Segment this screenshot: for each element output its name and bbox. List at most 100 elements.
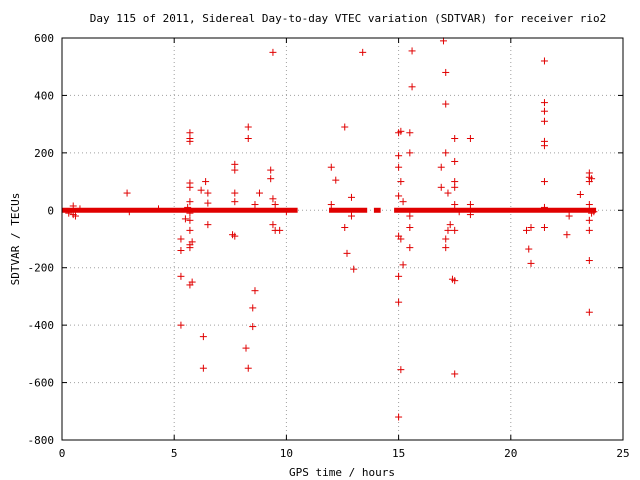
data-point <box>327 163 335 171</box>
data-point <box>442 68 450 76</box>
data-point <box>177 272 185 280</box>
data-point <box>565 212 573 220</box>
data-point <box>540 107 548 115</box>
y-axis-label: SDTVAR / TECUs <box>9 193 22 286</box>
data-point <box>255 189 263 197</box>
data-point <box>204 221 212 229</box>
x-tick-label: 5 <box>171 447 178 460</box>
y-tick-label: 0 <box>47 204 54 217</box>
data-point <box>271 201 279 209</box>
data-point <box>332 176 340 184</box>
data-point <box>231 198 239 206</box>
data-point <box>444 189 452 197</box>
data-point <box>451 183 459 191</box>
data-point <box>267 166 275 174</box>
data-point <box>71 212 79 220</box>
data-point <box>466 135 474 142</box>
x-tick-label: 15 <box>392 447 405 460</box>
data-point <box>406 212 414 220</box>
data-point <box>186 137 194 145</box>
data-point <box>397 235 405 243</box>
data-point <box>204 199 212 207</box>
data-point <box>442 149 450 157</box>
data-point <box>343 249 351 257</box>
data-point <box>466 201 474 209</box>
data-point <box>186 183 194 191</box>
data-point <box>397 366 405 374</box>
data-point <box>397 127 405 135</box>
data-point <box>125 208 133 216</box>
data-point <box>350 265 358 273</box>
data-point <box>576 190 584 198</box>
data-point <box>244 135 252 142</box>
data-point <box>585 308 593 316</box>
data-point <box>267 175 275 183</box>
data-point <box>439 37 447 45</box>
data-point <box>525 245 533 253</box>
data-point <box>540 142 548 150</box>
data-point <box>540 203 548 211</box>
data-point <box>399 261 407 269</box>
data-point <box>527 224 535 232</box>
data-point <box>540 99 548 107</box>
x-tick-label: 0 <box>59 447 66 460</box>
data-point <box>540 117 548 125</box>
data-point <box>585 257 593 265</box>
data-point <box>359 48 367 56</box>
data-point <box>408 47 416 55</box>
data-point <box>244 364 252 372</box>
data-point <box>249 304 257 312</box>
data-point <box>251 201 259 209</box>
data-point <box>231 189 239 197</box>
data-point <box>395 163 403 171</box>
data-point <box>540 178 548 186</box>
data-point <box>399 198 407 206</box>
data-point <box>184 203 192 211</box>
data-point <box>181 215 189 223</box>
data-point <box>451 370 459 378</box>
data-point <box>347 212 355 220</box>
y-tick-label: 200 <box>34 147 54 160</box>
data-point <box>444 226 452 234</box>
data-point <box>540 57 548 65</box>
data-point <box>177 321 185 329</box>
data-point <box>585 216 593 224</box>
y-tick-label: 400 <box>34 89 54 102</box>
data-point <box>244 123 252 131</box>
data-point <box>406 224 414 232</box>
data-point <box>395 298 403 306</box>
data-point <box>186 216 194 224</box>
data-point <box>276 226 284 234</box>
data-point <box>269 195 277 203</box>
data-point <box>242 344 250 352</box>
data-point <box>451 226 459 234</box>
data-point <box>451 157 459 165</box>
data-point <box>540 224 548 232</box>
data-point <box>397 178 405 186</box>
data-point <box>249 323 257 331</box>
data-point <box>327 201 335 209</box>
data-point <box>186 226 194 234</box>
data-point <box>204 189 212 197</box>
data-point <box>588 175 596 183</box>
data-point <box>197 186 205 194</box>
data-point <box>251 287 259 295</box>
data-point <box>523 226 531 234</box>
data-point <box>186 244 194 252</box>
x-tick-label: 10 <box>280 447 293 460</box>
axis-ticks: 0 5 10 15 20 25 -800 -600 -400 -200 0 200 400 600 <box>28 32 630 460</box>
data-point <box>154 205 162 213</box>
data-point <box>585 226 593 234</box>
data-point <box>590 208 598 216</box>
data-point <box>76 205 84 213</box>
x-axis-label: GPS time / hours <box>289 466 395 479</box>
data-point <box>455 208 463 216</box>
data-point <box>585 201 593 209</box>
data-point <box>199 364 207 372</box>
data-point <box>395 413 403 421</box>
data-point <box>69 202 77 210</box>
data-point <box>347 193 355 201</box>
y-tick-label: -600 <box>28 377 55 390</box>
y-tick-label: 600 <box>34 32 54 45</box>
